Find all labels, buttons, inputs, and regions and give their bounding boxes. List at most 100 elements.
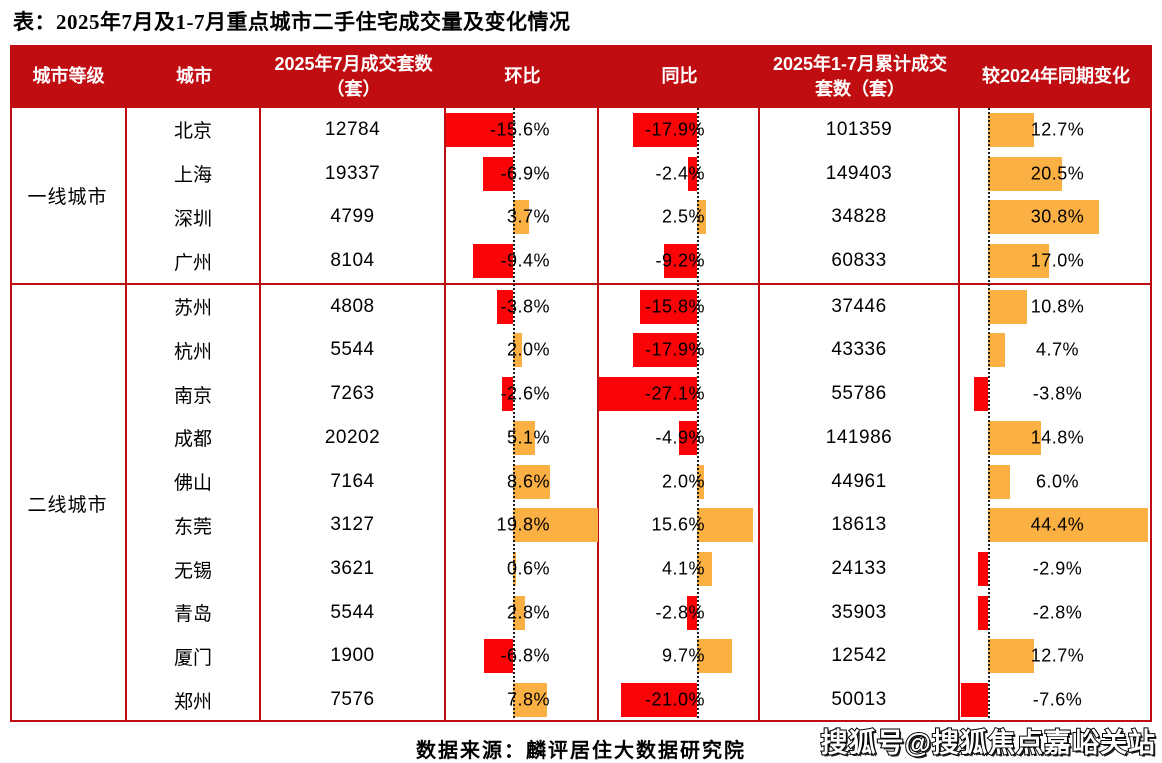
- header-cell-1: 城市: [176, 66, 212, 87]
- city-cell: 郑州: [127, 678, 261, 723]
- cum-count-cell: 43336: [760, 328, 960, 373]
- yoy-cell-label: -27.1%: [644, 383, 705, 404]
- mom-cell: -6.9%: [446, 151, 599, 196]
- jul-count-cell: 1900: [261, 634, 446, 679]
- jul-count-cell: 7263: [261, 372, 446, 417]
- yoy-cell: -2.8%: [599, 590, 760, 635]
- vs2024-cell-label: 44.4%: [1030, 514, 1085, 535]
- header-cell-5: 2025年1-7月累计成交套数（套）: [772, 54, 948, 99]
- yoy-cell-bar: [697, 200, 706, 235]
- data-table: 城市等级 城市 2025年7月成交套数（套） 环比 同比 2025年1-7月累计成交套数（…: [10, 45, 1152, 723]
- cum-count-cell: 44961: [760, 459, 960, 504]
- vs2024-cell-label: -7.6%: [1032, 689, 1083, 710]
- vs2024-cell: 44.4%: [960, 503, 1152, 547]
- mom-cell-label: 2.8%: [506, 602, 550, 623]
- mom-cell-bar: [513, 683, 547, 718]
- mom-cell: 7.8%: [446, 678, 599, 723]
- jul-count-cell: 7164: [261, 459, 446, 504]
- vs2024-cell-label: 4.7%: [1035, 339, 1080, 360]
- mom-cell: 19.8%: [446, 503, 599, 548]
- yoy-cell-bar: [679, 420, 697, 455]
- table-row: 深圳 4799 3.7% 2.5% 34828 30.8%: [127, 195, 1152, 240]
- city-cell: 厦门: [127, 634, 261, 679]
- yoy-cell-label: 2.0%: [661, 471, 705, 492]
- mom-cell: 3.7%: [446, 195, 599, 240]
- mom-cell-bar: [483, 156, 513, 191]
- tier-block-0: 一线城市 北京 12784 -15.6% -17.9% 101359 12.7% 上海 1933…: [10, 108, 1152, 283]
- vs2024-cell-label: -2.9%: [1032, 558, 1083, 579]
- mom-cell: 8.6%: [446, 459, 599, 504]
- vs2024-cell: -3.8%: [960, 372, 1152, 416]
- yoy-cell: -21.0%: [599, 678, 760, 723]
- yoy-cell-label: -2.8%: [655, 602, 705, 623]
- yoy-cell: -17.9%: [599, 108, 760, 152]
- vs2024-cell-bar: [988, 420, 1042, 455]
- mom-cell-label: 8.6%: [506, 471, 550, 492]
- yoy-cell-label: 15.6%: [651, 514, 705, 535]
- vs2024-cell-bar: [988, 112, 1034, 147]
- yoy-cell: 4.1%: [599, 547, 760, 591]
- table-row: 广州 8104 -9.4% -9.2% 60833 17.0%: [127, 239, 1152, 283]
- cum-count-cell: 37446: [760, 284, 960, 329]
- city-cell: 深圳: [127, 195, 261, 240]
- vs2024-cell: 4.7%: [960, 329, 1152, 373]
- city-cell: 广州: [127, 239, 261, 283]
- vs2024-cell: -2.9%: [960, 547, 1152, 591]
- mom-cell: 2.8%: [446, 590, 599, 635]
- cum-count-cell: 24133: [760, 547, 960, 591]
- yoy-cell: 15.6%: [599, 503, 760, 548]
- vs2024-cell-label: 17.0%: [1030, 250, 1085, 271]
- jul-count-cell: 4799: [261, 195, 446, 240]
- city-cell: 成都: [127, 416, 261, 460]
- yoy-cell-label: -4.9%: [655, 427, 705, 448]
- tier-label: 一线城市: [10, 108, 127, 283]
- yoy-cell-bar: [621, 683, 697, 718]
- vs2024-cell-bar: [974, 377, 988, 412]
- yoy-cell-label: 4.1%: [661, 558, 705, 579]
- vs2024-cell-label: 20.5%: [1030, 163, 1085, 184]
- yoy-cell-label: 9.7%: [661, 645, 705, 666]
- watermark: 搜狐号@搜狐焦点嘉峪关站: [820, 727, 1156, 759]
- table-row: 东莞 3127 19.8% 15.6% 18613 44.4%: [127, 503, 1152, 548]
- jul-count-cell: 8104: [261, 239, 446, 283]
- city-cell: 上海: [127, 151, 261, 196]
- yoy-cell-bar: [697, 552, 712, 587]
- vs2024-cell: -7.6%: [960, 678, 1152, 722]
- vs2024-cell: 12.7%: [960, 108, 1152, 152]
- table-row: 杭州 5544 2.0% -17.9% 43336 4.7%: [127, 328, 1152, 373]
- table-row: 厦门 1900 -6.8% 9.7% 12542 12.7%: [127, 634, 1152, 679]
- cum-count-cell: 60833: [760, 239, 960, 283]
- jul-count-cell: 19337: [261, 151, 446, 196]
- mom-cell-bar: [513, 508, 599, 543]
- city-cell: 佛山: [127, 459, 261, 504]
- header-cell-2: 2025年7月成交套数（套）: [274, 54, 433, 99]
- header-cell-4: 同比: [661, 66, 698, 87]
- cum-count-cell: 101359: [760, 108, 960, 152]
- mom-cell-bar: [513, 420, 535, 455]
- mom-cell-label: -3.8%: [500, 296, 550, 317]
- tier-rows: 苏州 4808 -3.8% -15.8% 37446 10.8% 杭州 5544 2.0% -17…: [127, 284, 1152, 723]
- jul-count-cell: 5544: [261, 590, 446, 635]
- table-row: 成都 20202 5.1% -4.9% 141986 14.8%: [127, 416, 1152, 460]
- cum-count-cell: 149403: [760, 151, 960, 196]
- data-source: 数据来源：麟评居住大数据研究院: [416, 740, 746, 762]
- table-header: 城市等级 城市 2025年7月成交套数（套） 环比 同比 2025年1-7月累计成交套数（…: [10, 45, 1152, 108]
- table-row: 无锡 3621 0.6% 4.1% 24133 -2.9%: [127, 547, 1152, 591]
- vs2024-cell: 17.0%: [960, 239, 1152, 283]
- mom-cell-bar: [472, 244, 513, 279]
- yoy-cell: 2.5%: [599, 195, 760, 240]
- header-cell-6: 较2024年同期变化: [981, 66, 1131, 87]
- table-row: 北京 12784 -15.6% -17.9% 101359 12.7%: [127, 108, 1152, 152]
- mom-cell-label: -15.6%: [489, 119, 550, 140]
- cum-count-cell: 50013: [760, 678, 960, 723]
- mom-cell-bar: [483, 639, 513, 674]
- mom-cell: 2.0%: [446, 328, 599, 373]
- vs2024-cell-label: 12.7%: [1030, 645, 1085, 666]
- yoy-cell-label: 2.5%: [661, 206, 705, 227]
- tier-label: 二线城市: [10, 284, 127, 722]
- vs2024-cell-bar: [960, 683, 988, 718]
- mom-cell-label: 2.0%: [506, 339, 550, 360]
- vs2024-cell-bar: [988, 200, 1099, 235]
- city-cell: 东莞: [127, 503, 261, 548]
- city-cell: 北京: [127, 108, 261, 152]
